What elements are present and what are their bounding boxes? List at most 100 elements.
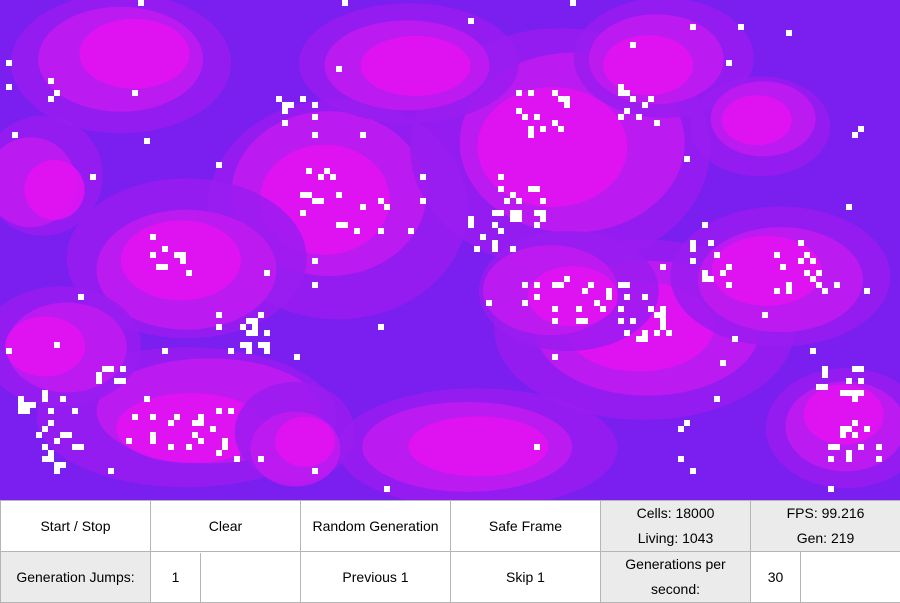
live-cell <box>60 432 66 438</box>
live-cell <box>42 396 48 402</box>
live-cell <box>858 366 864 372</box>
live-cell <box>234 456 240 462</box>
live-cell <box>732 336 738 342</box>
live-cell <box>570 0 576 6</box>
live-cell <box>498 174 504 180</box>
live-cell <box>630 318 636 324</box>
live-cell <box>726 264 732 270</box>
live-cell <box>576 306 582 312</box>
live-cell <box>828 444 834 450</box>
live-cell <box>852 420 858 426</box>
live-cell <box>624 108 630 114</box>
live-cell <box>774 288 780 294</box>
random-generation-button[interactable]: Random Generation <box>301 501 451 552</box>
life-board[interactable] <box>0 0 900 500</box>
generation-jumps-value[interactable]: 1 <box>151 553 201 602</box>
live-cell <box>78 444 84 450</box>
live-cell <box>66 432 72 438</box>
clear-button[interactable]: Clear <box>151 501 301 552</box>
live-cell <box>24 408 30 414</box>
live-cell <box>816 282 822 288</box>
live-cell <box>618 114 624 120</box>
live-cell <box>78 294 84 300</box>
live-cell <box>300 210 306 216</box>
live-cell <box>654 120 660 126</box>
live-cell <box>162 348 168 354</box>
generation-jumps-field[interactable]: 1 <box>151 552 301 603</box>
live-cell <box>318 174 324 180</box>
live-cell <box>840 432 846 438</box>
live-cell <box>54 438 60 444</box>
trail-blob <box>408 416 548 476</box>
skip-button[interactable]: Skip 1 <box>451 552 601 603</box>
live-cell <box>528 132 534 138</box>
live-cell <box>624 90 630 96</box>
live-cell <box>666 330 672 336</box>
live-cell <box>486 300 492 306</box>
live-cell <box>42 456 48 462</box>
live-cell <box>786 282 792 288</box>
live-cell <box>54 342 60 348</box>
live-cell <box>246 330 252 336</box>
live-cell <box>336 222 342 228</box>
live-cell <box>534 222 540 228</box>
live-cell <box>216 408 222 414</box>
live-cell <box>468 222 474 228</box>
previous-button[interactable]: Previous 1 <box>301 552 451 603</box>
live-cell <box>216 324 222 330</box>
live-cell <box>684 420 690 426</box>
live-cell <box>642 330 648 336</box>
live-cell <box>798 258 804 264</box>
live-cell <box>576 318 582 324</box>
live-cell <box>690 24 696 30</box>
live-cell <box>540 210 546 216</box>
live-cell <box>852 396 858 402</box>
generations-per-second-value[interactable]: 30 <box>751 552 801 603</box>
start-stop-button[interactable]: Start / Stop <box>1 501 151 552</box>
trail-blob <box>5 317 85 377</box>
live-cell <box>18 396 24 402</box>
live-cell <box>720 270 726 276</box>
live-cell <box>534 294 540 300</box>
live-cell <box>618 90 624 96</box>
live-cell <box>6 84 12 90</box>
live-cell <box>600 306 606 312</box>
live-cell <box>528 186 534 192</box>
live-cell <box>468 216 474 222</box>
live-cell <box>216 450 222 456</box>
live-cell <box>474 246 480 252</box>
live-cell <box>702 270 708 276</box>
live-cell <box>258 312 264 318</box>
live-cell <box>690 246 696 252</box>
live-cell <box>624 330 630 336</box>
live-cell <box>198 420 204 426</box>
live-cell <box>252 330 258 336</box>
live-cell <box>48 456 54 462</box>
live-cell <box>114 378 120 384</box>
live-cell <box>660 306 666 312</box>
control-table: Start / Stop Clear Random Generation Saf… <box>0 500 900 603</box>
live-cell <box>216 312 222 318</box>
live-cell <box>252 324 258 330</box>
live-cell <box>186 270 192 276</box>
live-cell <box>534 186 540 192</box>
live-cell <box>18 402 24 408</box>
live-cell <box>132 414 138 420</box>
live-cell <box>858 390 864 396</box>
safe-frame-button[interactable]: Safe Frame <box>451 501 601 552</box>
live-cell <box>36 432 42 438</box>
live-cell <box>498 228 504 234</box>
live-cell <box>798 240 804 246</box>
live-cell <box>144 138 150 144</box>
cells-count: Cells: 18000 <box>601 501 750 526</box>
live-cell <box>174 414 180 420</box>
live-cell <box>810 276 816 282</box>
live-cell <box>126 438 132 444</box>
live-cell <box>60 462 66 468</box>
generation-jumps-spacer <box>201 553 301 602</box>
live-cell <box>840 426 846 432</box>
live-cell <box>702 276 708 282</box>
live-cell <box>516 198 522 204</box>
live-cell <box>582 318 588 324</box>
live-cell <box>618 306 624 312</box>
